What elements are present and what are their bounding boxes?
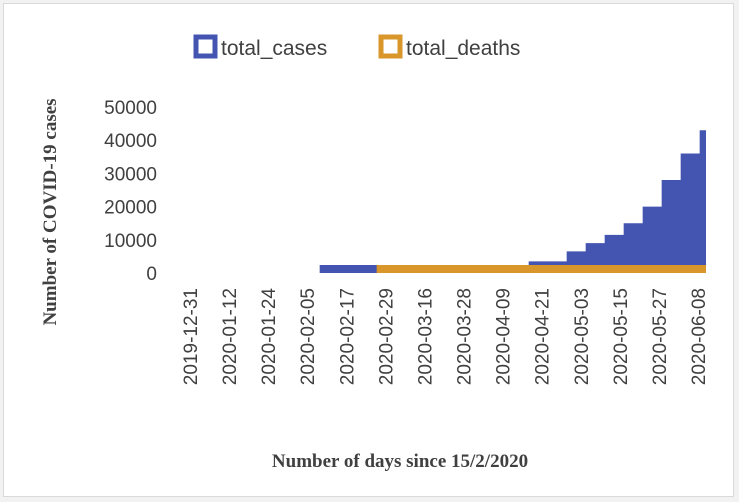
x-tick-label: 2020-05-15 — [611, 288, 632, 385]
y-axis: 0 10000 20000 30000 40000 50000 — [104, 98, 157, 285]
x-tick-label: 2020-02-17 — [337, 288, 358, 385]
legend-label-total-deaths: total_deaths — [406, 37, 520, 60]
x-tick-label: 2019-12-31 — [181, 288, 202, 385]
area-total-deaths — [174, 265, 706, 273]
x-tick-label: 2020-01-24 — [259, 288, 280, 386]
x-tick-label: 2020-02-29 — [376, 288, 397, 385]
x-axis: 2019-12-31 2020-01-12 2020-01-24 2020-02-05… — [181, 288, 710, 386]
x-tick-label: 2020-02-05 — [298, 288, 319, 385]
y-tick-label: 10000 — [104, 231, 157, 252]
x-tick-label: 2020-04-21 — [533, 288, 554, 385]
x-tick-label: 2020-03-16 — [415, 288, 436, 385]
y-tick-label: 50000 — [104, 98, 157, 119]
y-tick-label: 30000 — [104, 164, 157, 185]
y-tick-label: 40000 — [104, 131, 157, 152]
x-tick-label: 2020-06-08 — [689, 288, 710, 385]
x-axis-title: Number of days since 15/2/2020 — [272, 451, 528, 472]
y-axis-title: Number of COVID-19 cases — [40, 98, 61, 325]
x-tick-label: 2020-01-12 — [220, 288, 241, 385]
legend-swatch-total-deaths — [378, 34, 403, 59]
y-tick-label: 20000 — [104, 198, 157, 219]
x-tick-label: 2020-05-03 — [572, 288, 593, 385]
plot-area — [174, 121, 706, 273]
y-tick-label: 0 — [146, 264, 157, 285]
x-tick-label: 2020-03-28 — [455, 288, 476, 385]
x-tick-label: 2020-05-27 — [650, 288, 671, 385]
area-total-cases — [174, 121, 706, 273]
legend-label-total-cases: total_cases — [221, 37, 327, 60]
legend-swatch-total-cases — [193, 34, 218, 59]
x-tick-label: 2020-04-09 — [494, 288, 515, 385]
legend: total_cases total_deaths — [193, 34, 520, 60]
